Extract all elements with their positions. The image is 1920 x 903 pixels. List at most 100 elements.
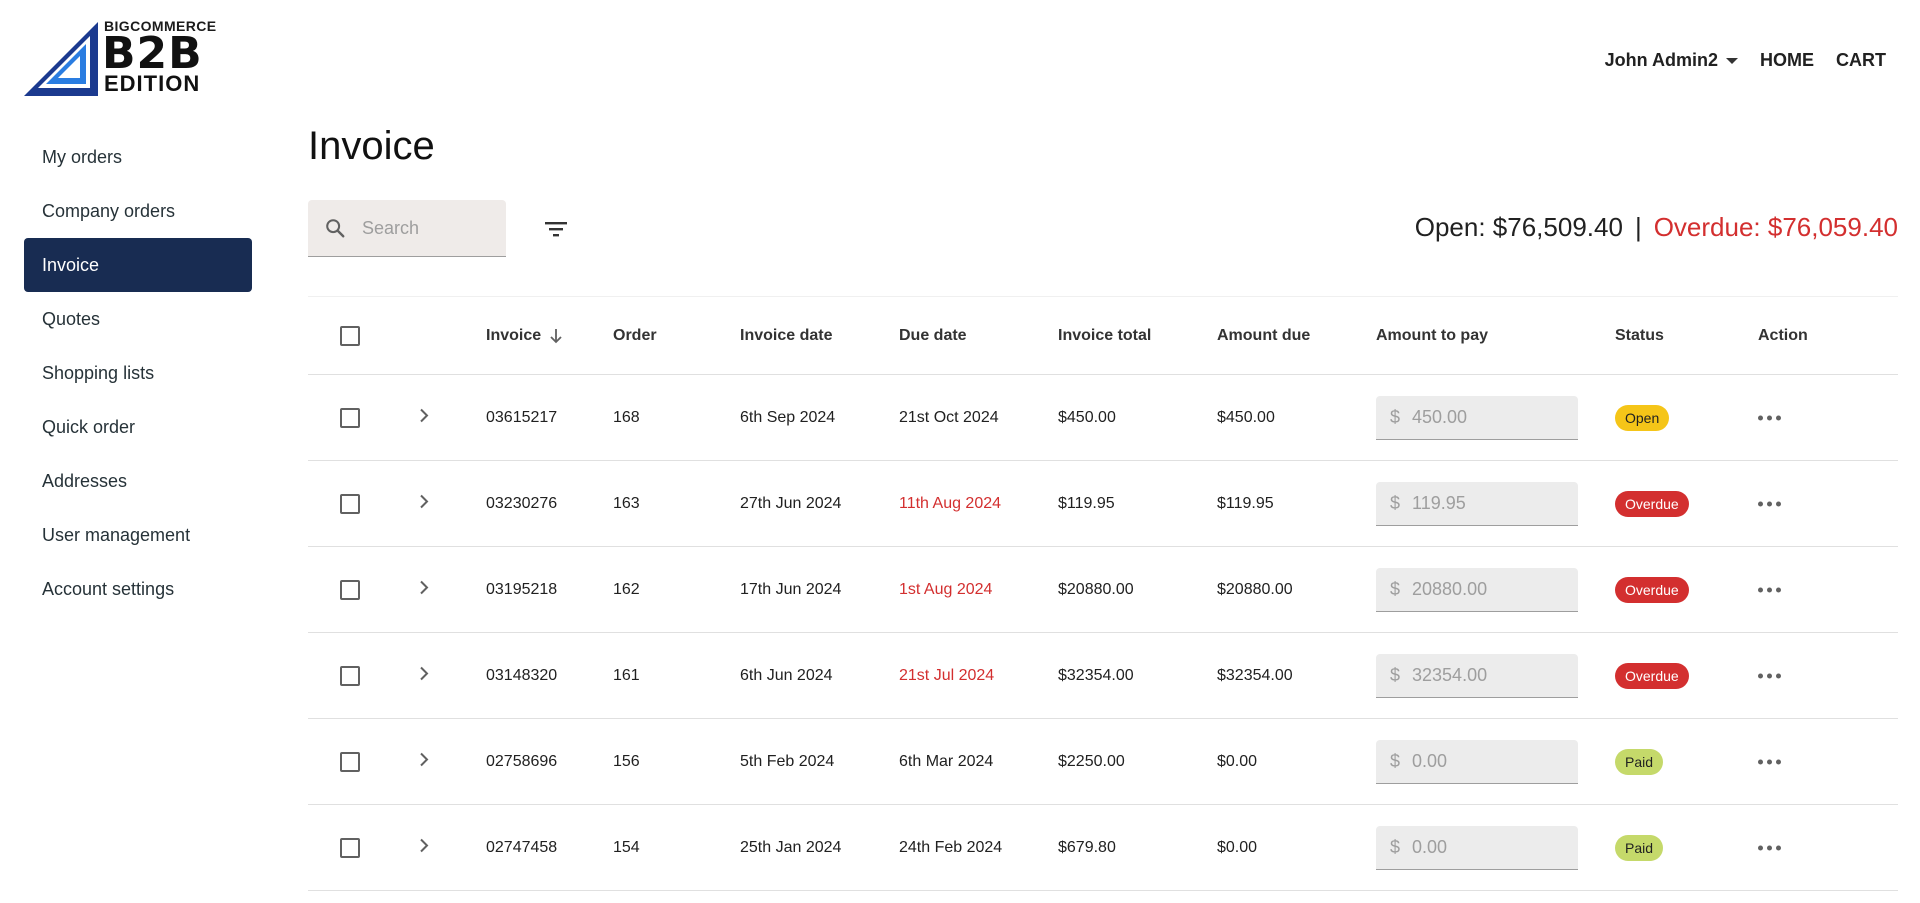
order-number[interactable]: 162 — [613, 580, 640, 598]
invoice-number[interactable]: 03615217 — [486, 408, 558, 426]
column-header-invoice-total[interactable]: Invoice total — [1058, 326, 1152, 344]
row-checkbox[interactable] — [340, 751, 360, 772]
sidebar-item-quotes[interactable]: Quotes — [24, 292, 252, 346]
amount-to-pay-input[interactable]: $ 450.00 — [1376, 395, 1578, 440]
filter-icon — [545, 222, 567, 237]
balance-summary: Open: $76,509.40 | Overdue: $76,059.40 — [1415, 212, 1898, 243]
amount-due: $0.00 — [1217, 752, 1258, 770]
select-all-checkbox[interactable] — [340, 325, 360, 346]
table-header-row: Invoice Order Invoice date Due date Invo… — [308, 296, 1898, 375]
user-menu[interactable]: John Admin2 — [1605, 50, 1738, 71]
sidebar-item-quick-order[interactable]: Quick order — [24, 400, 252, 454]
invoice-date: 25th Jan 2024 — [740, 838, 842, 856]
order-number[interactable]: 163 — [613, 494, 640, 512]
expand-chevron-icon[interactable] — [418, 750, 430, 773]
table-row: 02758696 156 5th Feb 2024 6th Mar 2024 $… — [308, 719, 1898, 805]
row-checkbox[interactable] — [340, 493, 360, 514]
order-number[interactable]: 168 — [613, 408, 640, 426]
sidebar-item-my-orders[interactable]: My orders — [24, 130, 252, 184]
filter-button[interactable] — [540, 214, 572, 244]
amount-due: $20880.00 — [1217, 580, 1293, 598]
order-number[interactable]: 156 — [613, 752, 640, 770]
invoice-date: 27th Jun 2024 — [740, 494, 842, 512]
sidebar-item-account-settings[interactable]: Account settings — [24, 562, 252, 616]
amount-due: $450.00 — [1217, 408, 1275, 426]
expand-chevron-icon[interactable] — [418, 664, 430, 687]
sidebar-item-user-management[interactable]: User management — [24, 508, 252, 562]
order-number[interactable]: 154 — [613, 838, 640, 856]
row-checkbox[interactable] — [340, 407, 360, 428]
amount-to-pay-value: 119.95 — [1412, 492, 1466, 513]
column-header-due-date[interactable]: Due date — [899, 326, 967, 344]
sidebar: My orders Company orders Invoice Quotes … — [24, 130, 252, 616]
cart-link[interactable]: CART — [1836, 50, 1886, 70]
currency-symbol: $ — [1390, 836, 1401, 857]
table-row: 03148320 161 6th Jun 2024 21st Jul 2024 … — [308, 633, 1898, 719]
more-actions-button[interactable] — [1758, 673, 1781, 678]
column-header-invoice[interactable]: Invoice — [486, 327, 563, 345]
search-box[interactable] — [308, 200, 506, 257]
currency-symbol: $ — [1390, 492, 1401, 513]
brand-logo[interactable]: BIGCOMMERCE B2B EDITION — [24, 18, 220, 96]
expand-chevron-icon[interactable] — [418, 836, 430, 859]
sidebar-item-shopping-lists[interactable]: Shopping lists — [24, 346, 252, 400]
column-header-amount-due[interactable]: Amount due — [1217, 326, 1311, 344]
sidebar-item-addresses[interactable]: Addresses — [24, 454, 252, 508]
due-date: 24th Feb 2024 — [899, 838, 1003, 856]
row-checkbox[interactable] — [340, 579, 360, 600]
currency-symbol: $ — [1390, 578, 1401, 599]
row-checkbox[interactable] — [340, 665, 360, 686]
currency-symbol: $ — [1390, 664, 1401, 685]
overdue-balance: Overdue: $76,059.40 — [1653, 212, 1898, 242]
expand-chevron-icon[interactable] — [418, 406, 430, 429]
more-actions-button[interactable] — [1758, 415, 1781, 420]
column-header-order[interactable]: Order — [613, 326, 657, 344]
invoice-total: $2250.00 — [1058, 752, 1125, 770]
invoice-number[interactable]: 03148320 — [486, 666, 558, 684]
status-cell: Open — [1615, 404, 1670, 431]
invoice-number[interactable]: 02758696 — [486, 752, 558, 770]
amount-to-pay-input[interactable]: $ 119.95 — [1376, 481, 1578, 526]
amount-to-pay-input[interactable]: $ 0.00 — [1376, 739, 1578, 784]
user-name: John Admin2 — [1604, 50, 1718, 70]
row-checkbox[interactable] — [340, 837, 360, 858]
column-header-status: Status — [1615, 326, 1664, 344]
more-horizontal-icon — [1758, 759, 1781, 764]
column-header-invoice-date[interactable]: Invoice date — [740, 326, 833, 344]
order-number[interactable]: 161 — [613, 666, 640, 684]
amount-to-pay-input[interactable]: $ 0.00 — [1376, 825, 1578, 870]
invoice-total: $679.80 — [1058, 838, 1116, 856]
more-actions-button[interactable] — [1758, 587, 1781, 592]
search-input[interactable] — [362, 217, 482, 239]
table-row: 03195218 162 17th Jun 2024 1st Aug 2024 … — [308, 547, 1898, 633]
amount-to-pay-input[interactable]: $ 20880.00 — [1376, 567, 1578, 612]
invoice-total: $32354.00 — [1058, 666, 1134, 684]
sidebar-item-company-orders[interactable]: Company orders — [24, 184, 252, 238]
sidebar-item-label: My orders — [42, 146, 123, 167]
more-actions-button[interactable] — [1758, 845, 1781, 850]
sidebar-item-invoice[interactable]: Invoice — [24, 238, 252, 292]
invoice-number[interactable]: 02747458 — [486, 838, 558, 856]
status-cell: Paid — [1615, 834, 1664, 861]
home-link[interactable]: HOME — [1760, 50, 1814, 70]
amount-to-pay-input[interactable]: $ 32354.00 — [1376, 653, 1578, 698]
more-actions-button[interactable] — [1758, 501, 1781, 506]
invoice-date: 17th Jun 2024 — [740, 580, 842, 598]
invoice-number[interactable]: 03230276 — [486, 494, 558, 512]
table-row: 02747458 154 25th Jan 2024 24th Feb 2024… — [308, 805, 1898, 891]
expand-chevron-icon[interactable] — [418, 492, 430, 515]
amount-due: $119.95 — [1217, 494, 1274, 512]
more-actions-button[interactable] — [1758, 759, 1781, 764]
invoice-number[interactable]: 03195218 — [486, 580, 558, 598]
due-date: 6th Mar 2024 — [899, 752, 994, 770]
status-cell: Paid — [1615, 748, 1664, 775]
amount-to-pay-value: 0.00 — [1412, 836, 1448, 857]
more-horizontal-icon — [1758, 673, 1781, 678]
amount-to-pay-value: 450.00 — [1412, 406, 1468, 427]
expand-chevron-icon[interactable] — [418, 578, 430, 601]
logo-mark-icon — [24, 22, 98, 96]
page-title: Invoice — [308, 124, 435, 168]
status-badge: Overdue — [1615, 662, 1689, 689]
invoice-table: Invoice Order Invoice date Due date Invo… — [308, 296, 1898, 891]
currency-symbol: $ — [1390, 750, 1401, 771]
